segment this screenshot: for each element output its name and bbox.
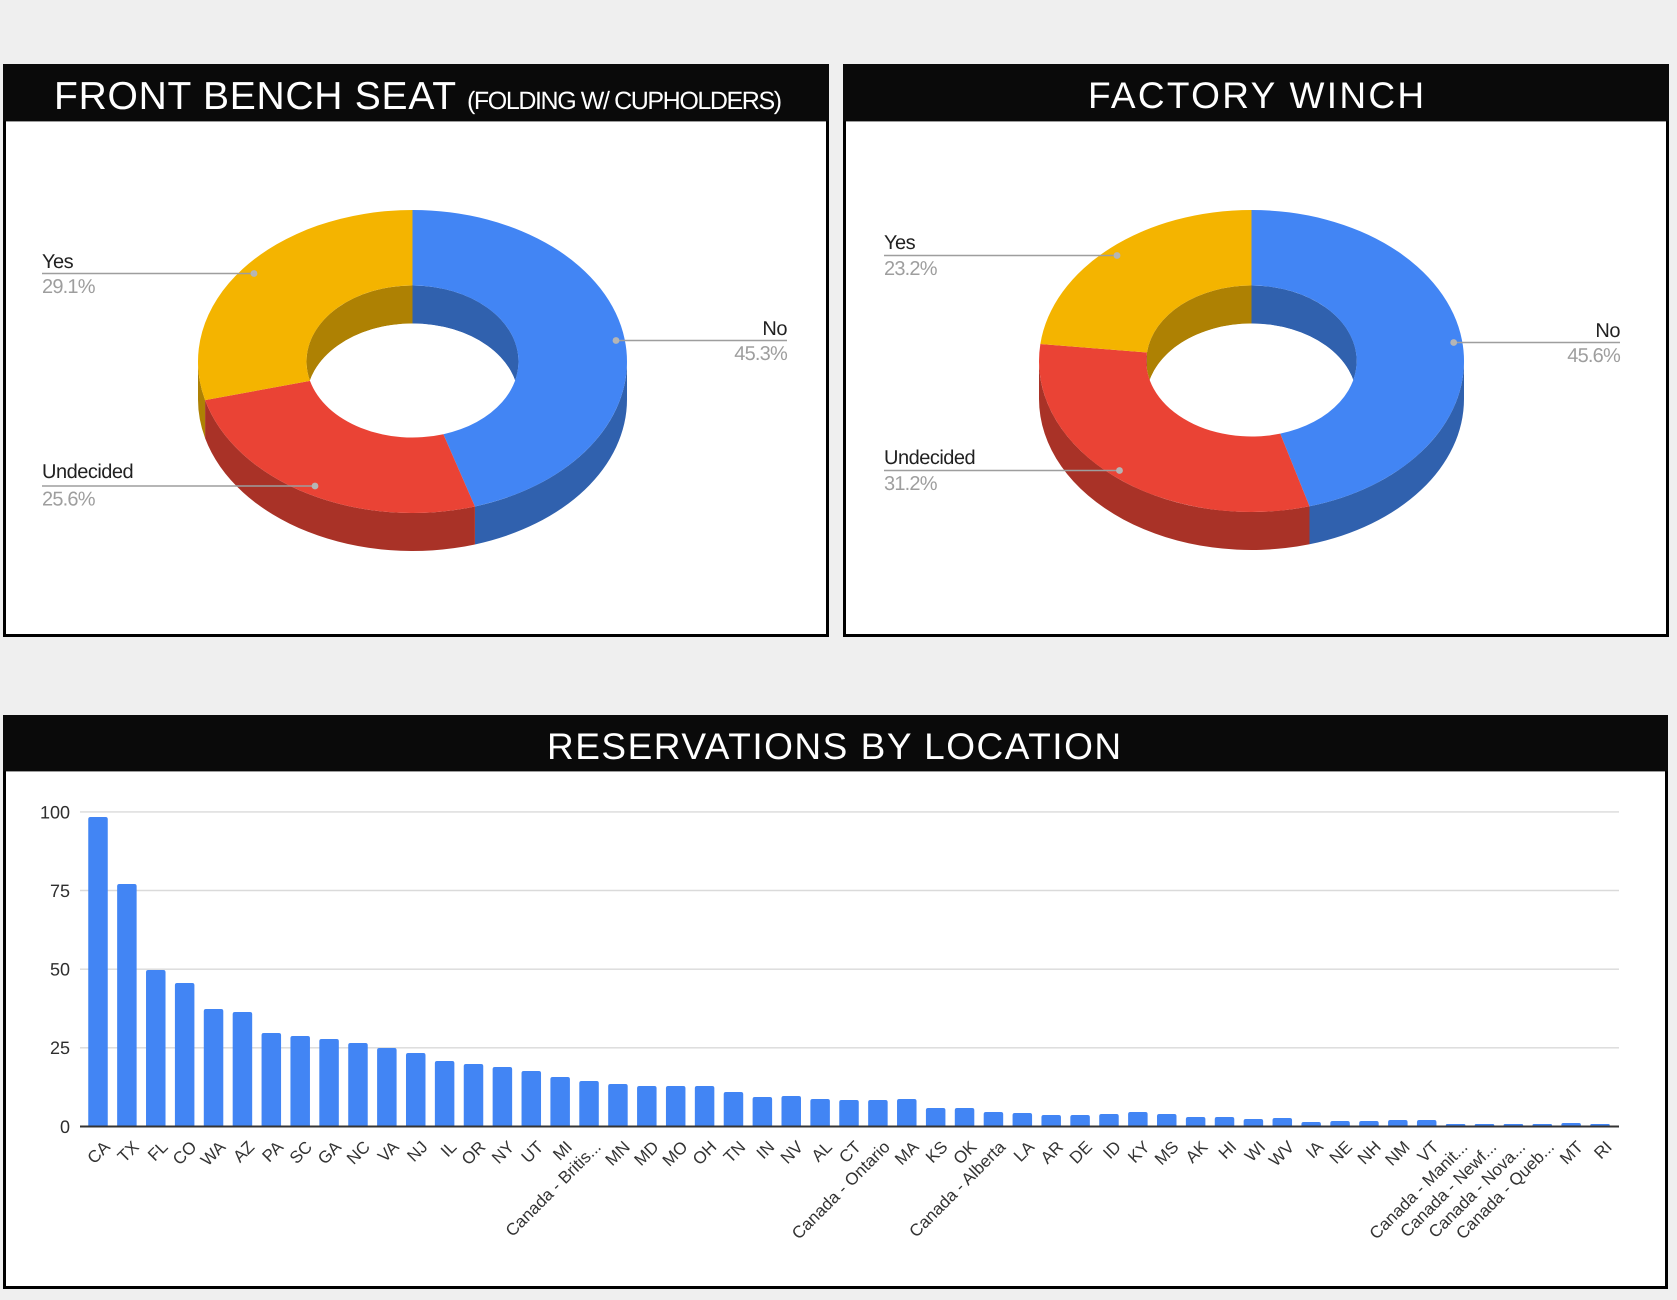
svg-text:29.1%: 29.1% bbox=[42, 276, 96, 298]
svg-text:50: 50 bbox=[50, 960, 70, 980]
svg-text:25.6%: 25.6% bbox=[42, 489, 96, 511]
svg-text:Undecided: Undecided bbox=[884, 447, 975, 469]
svg-text:0: 0 bbox=[60, 1117, 70, 1137]
svg-text:45.3%: 45.3% bbox=[734, 343, 788, 365]
svg-text:23.2%: 23.2% bbox=[884, 258, 938, 280]
svg-text:FACTORY WINCH: FACTORY WINCH bbox=[1088, 75, 1426, 116]
svg-text:100: 100 bbox=[40, 802, 70, 822]
svg-text:25: 25 bbox=[50, 1038, 70, 1058]
svg-text:(FOLDING W/ CUPHOLDERS): (FOLDING W/ CUPHOLDERS) bbox=[467, 87, 781, 115]
svg-text:75: 75 bbox=[50, 881, 70, 901]
svg-text:31.2%: 31.2% bbox=[884, 473, 938, 495]
svg-text:RESERVATIONS BY LOCATION: RESERVATIONS BY LOCATION bbox=[547, 726, 1123, 767]
svg-text:No: No bbox=[762, 318, 787, 340]
svg-text:No: No bbox=[1595, 320, 1620, 342]
svg-text:FRONT BENCH SEAT: FRONT BENCH SEAT bbox=[54, 75, 457, 118]
svg-text:Undecided: Undecided bbox=[42, 461, 133, 483]
svg-text:Yes: Yes bbox=[884, 232, 916, 254]
svg-text:45.6%: 45.6% bbox=[1567, 345, 1621, 367]
svg-text:Yes: Yes bbox=[42, 251, 74, 273]
